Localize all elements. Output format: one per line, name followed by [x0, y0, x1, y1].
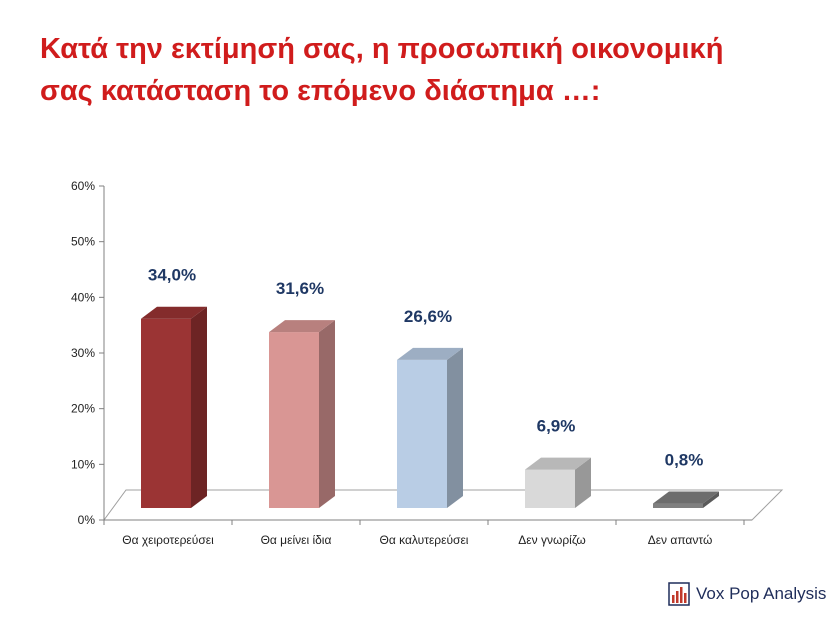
bar-1: [141, 318, 191, 508]
bar-side-2: [319, 320, 335, 508]
title-line-2: σας κατάσταση το επόμενο διάστημα …:: [40, 75, 601, 107]
y-tick-label: 60%: [71, 179, 95, 193]
data-label-3: 26,6%: [404, 307, 452, 326]
page-title: Κατά την εκτίμησή σας, η προσωπική οικον…: [40, 28, 820, 112]
brand-logo: Vox Pop Analysis: [668, 580, 826, 608]
data-label-5: 0,8%: [665, 451, 704, 470]
bar-top-4: [525, 457, 591, 470]
category-label-1: Θα χειροτερεύσει: [122, 533, 214, 547]
bar-top-3: [397, 347, 463, 360]
y-tick-label: 40%: [71, 290, 95, 304]
bar-5: [653, 503, 703, 508]
bar-top-5: [653, 491, 719, 504]
bar-side-3: [447, 347, 463, 508]
bar-chart-logo-icon: [668, 582, 690, 606]
bar-side-5: [703, 491, 719, 508]
data-label-4: 6,9%: [537, 417, 576, 436]
bar-top-1: [141, 306, 207, 319]
category-label-4: Δεν γνωρίζω: [518, 533, 585, 547]
bar-3: [397, 359, 447, 508]
data-label-1: 34,0%: [148, 266, 196, 285]
data-label-2: 31,6%: [276, 279, 324, 298]
y-tick-label: 20%: [71, 402, 95, 416]
bar-top-2: [269, 320, 335, 333]
bar-4: [525, 469, 575, 508]
category-label-5: Δεν απαντώ: [648, 533, 713, 547]
y-tick-label: 50%: [71, 235, 95, 249]
bar-side-4: [575, 457, 591, 508]
category-label-2: Θα μείνει ίδια: [261, 533, 332, 547]
y-tick-label: 10%: [71, 457, 95, 471]
brand-name: Vox Pop Analysis: [696, 584, 827, 603]
bar-side-1: [191, 306, 207, 508]
y-tick-label: 30%: [71, 346, 95, 360]
y-tick-label: 0%: [78, 513, 96, 527]
bar-2: [269, 332, 319, 508]
title-line-1: Κατά την εκτίμησή σας, η προσωπική οικον…: [40, 33, 724, 65]
category-label-3: Θα καλυτερεύσει: [380, 533, 469, 547]
